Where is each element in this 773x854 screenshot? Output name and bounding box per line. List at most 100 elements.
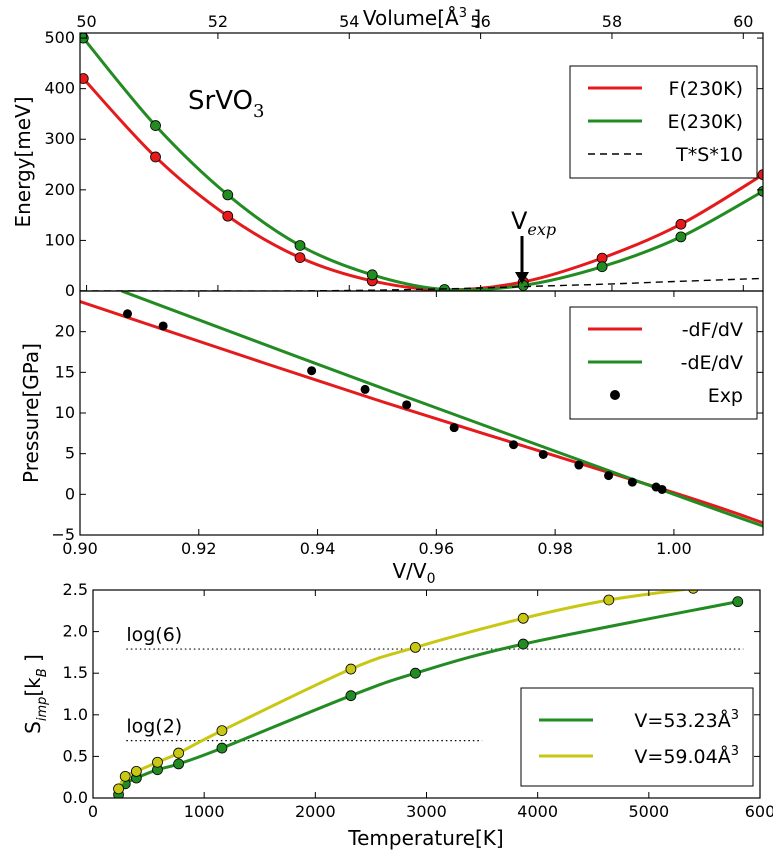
pressure-x-axis-label: V/V0 xyxy=(392,559,435,587)
data-point xyxy=(345,663,357,675)
data-point xyxy=(294,240,306,251)
data-point xyxy=(222,210,234,222)
data-point xyxy=(345,690,357,702)
exp-data-point xyxy=(657,484,667,494)
legend-label: -dE/dV xyxy=(681,352,743,374)
data-point xyxy=(150,151,161,163)
pressure-y-axis-label: Pressure[GPa] xyxy=(19,343,43,483)
material-label: SrVO3 xyxy=(188,86,264,122)
exp-data-point xyxy=(538,449,548,459)
data-point xyxy=(675,218,687,230)
data-point xyxy=(596,261,608,273)
x-tick-label: 4000 xyxy=(517,802,558,821)
y-tick-label: 100 xyxy=(44,230,75,249)
x-tick-label: 2000 xyxy=(295,802,336,821)
data-point xyxy=(80,73,89,84)
x-tick-label: 3000 xyxy=(406,802,447,821)
y-tick-label: 0 xyxy=(65,484,75,503)
exp-data-point xyxy=(158,321,168,331)
data-point xyxy=(517,612,529,624)
exp-data-point xyxy=(402,400,412,410)
data-point xyxy=(173,758,184,770)
x-tick-label: 5000 xyxy=(628,802,669,821)
x-tick-label: 0.94 xyxy=(300,539,336,558)
series-line--de-dv xyxy=(121,291,763,528)
y-tick-label: 300 xyxy=(44,129,75,148)
energy-legend: F(230K) E(230K) T*S*10 xyxy=(569,65,758,179)
x-tick-label: 0.90 xyxy=(62,539,98,558)
legend-label: -dF/dV xyxy=(682,319,743,341)
entropy-legend: V=53.23Å3 V=59.04Å3 xyxy=(520,687,754,787)
exp-data-point xyxy=(627,477,637,487)
x-tick-label: 54 xyxy=(339,12,359,31)
data-point xyxy=(366,269,378,281)
data-point xyxy=(757,185,763,197)
y-tick-label: 2.5 xyxy=(63,580,88,599)
y-tick-label: 0.0 xyxy=(63,788,88,807)
x-tick-label: 52 xyxy=(208,12,228,31)
vexp-arrow-head xyxy=(515,272,529,284)
legend-label: V=53.23Å3 xyxy=(634,708,739,732)
y-tick-label: 0.5 xyxy=(63,746,88,765)
entropy-x-axis-label: Temperature[K] xyxy=(347,826,503,850)
data-point xyxy=(173,747,184,759)
data-point xyxy=(152,756,163,768)
legend-label: E(230K) xyxy=(667,111,743,133)
data-point xyxy=(603,594,615,606)
legend-marker xyxy=(610,390,620,400)
reference-line-label: log(6) xyxy=(126,624,182,646)
exp-data-point xyxy=(574,460,584,470)
series-line-e-230k- xyxy=(82,37,763,291)
entropy-y-axis-label: Simp[kB ] xyxy=(21,654,50,734)
x-tick-label: 1000 xyxy=(184,802,225,821)
x-tick-label: 1.00 xyxy=(656,539,692,558)
exp-data-point xyxy=(509,440,519,450)
x-tick-label: 60 xyxy=(733,12,753,31)
legend-label: F(230K) xyxy=(669,78,743,100)
data-point xyxy=(119,770,131,782)
energy-panel: 50 52 54 56 58 60 0 100 200 300 400 500 Volume[Å3 ]… xyxy=(11,6,764,300)
data-point xyxy=(675,231,687,243)
data-point xyxy=(517,280,529,291)
y-tick-label: 200 xyxy=(44,180,75,199)
data-point xyxy=(688,590,699,594)
x-tick-label: 56 xyxy=(470,12,490,31)
data-point xyxy=(113,783,124,795)
y-tick-label: 2.0 xyxy=(63,622,88,641)
data-point xyxy=(294,252,306,264)
x-tick-label: 0.98 xyxy=(537,539,573,558)
data-point xyxy=(216,742,228,754)
y-tick-label: 400 xyxy=(44,79,75,98)
y-tick-label: 20 xyxy=(55,322,75,341)
y-tick-label: 5 xyxy=(65,444,75,463)
x-tick-label: 0.92 xyxy=(181,539,217,558)
x-tick-label: 0.96 xyxy=(419,539,455,558)
data-point xyxy=(150,120,161,131)
exp-data-point xyxy=(123,309,133,319)
x-tick-label: 0 xyxy=(88,802,98,821)
exp-data-point xyxy=(307,366,317,376)
data-point xyxy=(222,189,234,201)
exp-data-point xyxy=(604,471,614,481)
legend-box xyxy=(520,687,754,787)
data-point xyxy=(517,638,529,650)
series-line-f-230k- xyxy=(82,77,763,291)
x-tick-label: 600 xyxy=(745,802,773,821)
legend-label: T*S*10 xyxy=(675,144,743,166)
series-line--df-dv xyxy=(80,300,763,525)
reference-line-label: log(2) xyxy=(126,716,182,738)
y-tick-label: 500 xyxy=(44,28,75,47)
data-point xyxy=(409,667,421,679)
entropy-panel: log(6) log(2) 0 1000 2000 3000 4000 5000 600 0.0… xyxy=(21,580,773,850)
legend-label: V=59.04Å3 xyxy=(634,744,739,768)
vexp-label: Vexp xyxy=(511,207,556,239)
energy-x-axis-label: Volume[Å3 ] xyxy=(363,6,481,30)
y-tick-label: −5 xyxy=(51,525,75,544)
y-tick-label: 10 xyxy=(55,403,75,422)
y-tick-label: 15 xyxy=(55,362,75,381)
y-tick-label: 1.5 xyxy=(63,663,88,682)
data-point xyxy=(409,642,421,653)
data-point xyxy=(732,596,744,608)
series-line-ts xyxy=(80,277,763,291)
x-tick-label: 58 xyxy=(602,12,622,31)
